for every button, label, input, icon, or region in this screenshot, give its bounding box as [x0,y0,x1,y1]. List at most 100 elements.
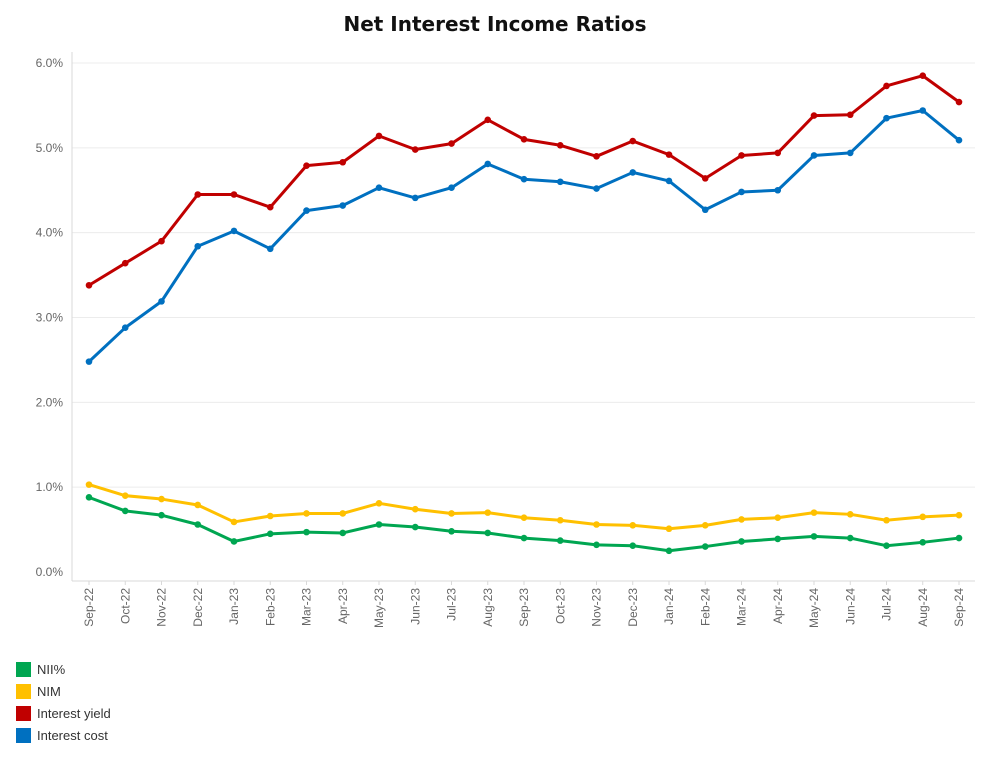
data-point[interactable] [846,111,854,119]
data-point[interactable] [955,98,963,106]
data-point[interactable] [266,512,274,520]
data-point[interactable] [411,194,419,202]
data-point[interactable] [665,177,673,185]
data-point[interactable] [121,507,129,515]
data-point[interactable] [520,175,528,183]
data-point[interactable] [629,137,637,145]
data-point[interactable] [448,184,455,192]
data-point[interactable] [484,160,492,168]
legend-item[interactable]: NII% [16,658,111,680]
data-point[interactable] [629,542,637,550]
data-point[interactable] [266,245,274,253]
data-point[interactable] [339,158,347,166]
data-point[interactable] [375,499,383,507]
data-point[interactable] [593,185,600,192]
data-point[interactable] [375,184,383,192]
data-point[interactable] [665,547,673,555]
data-point[interactable] [883,114,890,122]
data-point[interactable] [121,259,129,267]
data-point[interactable] [919,72,927,80]
data-point[interactable] [339,510,347,517]
data-point[interactable] [520,136,528,143]
data-point[interactable] [520,534,528,542]
data-point[interactable] [85,281,93,289]
data-point[interactable] [303,162,310,169]
data-point[interactable] [665,525,673,533]
data-point[interactable] [411,505,419,513]
data-point[interactable] [593,541,600,549]
data-point[interactable] [194,501,202,509]
data-point[interactable] [375,132,383,140]
data-point[interactable] [158,511,165,519]
data-point[interactable] [593,521,600,528]
data-point[interactable] [810,152,818,159]
data-point[interactable] [846,511,854,518]
data-point[interactable] [303,510,310,517]
data-point[interactable] [629,522,637,529]
data-point[interactable] [303,528,310,536]
data-point[interactable] [303,207,310,214]
data-point[interactable] [883,516,890,524]
data-point[interactable] [883,82,890,90]
data-point[interactable] [556,141,564,149]
data-point[interactable] [701,206,709,214]
data-point[interactable] [194,191,202,198]
data-point[interactable] [411,146,419,153]
legend-item[interactable]: NIM [16,680,111,702]
data-point[interactable] [883,542,890,550]
data-point[interactable] [774,186,782,194]
data-point[interactable] [774,535,782,543]
data-point[interactable] [411,523,419,531]
data-point[interactable] [810,112,818,119]
data-point[interactable] [85,494,93,501]
data-point[interactable] [484,529,492,537]
data-point[interactable] [846,534,854,542]
data-point[interactable] [846,149,854,157]
data-point[interactable] [194,242,202,250]
data-point[interactable] [448,527,455,535]
data-point[interactable] [556,516,564,524]
data-point[interactable] [520,514,528,522]
data-point[interactable] [738,188,745,196]
data-point[interactable] [230,518,238,526]
data-point[interactable] [738,516,745,523]
data-point[interactable] [919,539,927,546]
data-point[interactable] [448,140,455,147]
data-point[interactable] [121,492,129,499]
data-point[interactable] [810,509,818,516]
data-point[interactable] [810,533,818,540]
data-point[interactable] [556,178,564,186]
data-point[interactable] [955,511,963,519]
data-point[interactable] [556,537,564,544]
data-point[interactable] [339,202,347,209]
data-point[interactable] [158,237,165,245]
data-point[interactable] [738,538,745,545]
legend-item[interactable]: Interest cost [16,724,111,746]
data-point[interactable] [665,151,673,158]
data-point[interactable] [85,358,93,365]
data-point[interactable] [919,513,927,521]
data-point[interactable] [701,175,709,182]
data-point[interactable] [230,538,238,545]
data-point[interactable] [701,522,709,529]
data-point[interactable] [194,521,202,528]
data-point[interactable] [738,152,745,159]
data-point[interactable] [919,107,927,114]
data-point[interactable] [484,509,492,516]
data-point[interactable] [121,324,129,331]
data-point[interactable] [593,153,600,160]
data-point[interactable] [230,227,238,235]
data-point[interactable] [339,529,347,537]
data-point[interactable] [85,481,93,488]
data-point[interactable] [484,116,492,124]
data-point[interactable] [629,169,637,176]
data-point[interactable] [955,136,963,144]
data-point[interactable] [158,495,165,503]
legend-item[interactable]: Interest yield [16,702,111,724]
data-point[interactable] [158,298,165,305]
data-point[interactable] [375,521,383,528]
data-point[interactable] [266,203,274,211]
data-point[interactable] [701,543,709,550]
data-point[interactable] [230,191,238,198]
data-point[interactable] [955,534,963,542]
